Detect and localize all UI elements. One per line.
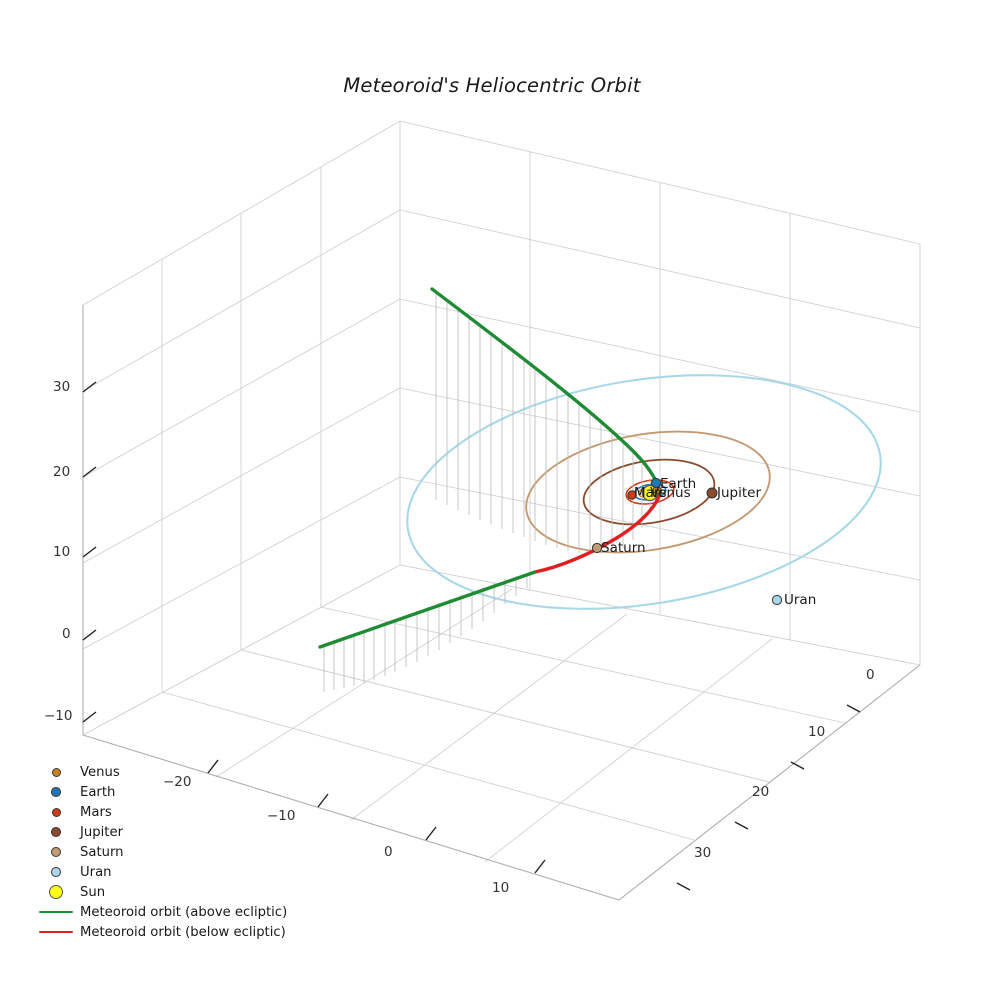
z-tick-label-10: 10 <box>53 544 71 560</box>
y-tick-label-20: 20 <box>752 784 770 800</box>
legend-item-venus[interactable]: Venus <box>34 762 314 782</box>
y-axis-ticks <box>676 704 861 891</box>
x-tick-label-neg10: −10 <box>267 808 296 824</box>
body-earth <box>650 477 662 489</box>
body-mars <box>627 490 637 500</box>
legend-item-saturn[interactable]: Saturn <box>34 842 314 862</box>
legend-label-earth: Earth <box>80 784 116 800</box>
saturn-marker-icon <box>34 847 78 857</box>
earth-marker-icon <box>34 787 78 797</box>
legend-label-sun: Sun <box>80 884 106 900</box>
page-title: Meteoroid's Heliocentric Orbit <box>343 74 641 97</box>
legend-label-venus: Venus <box>80 764 120 780</box>
body-saturn <box>591 542 603 554</box>
x-tick-label-10: 10 <box>492 880 510 896</box>
z-tick-label-30: 30 <box>53 379 71 395</box>
legend-item-earth[interactable]: Earth <box>34 782 314 802</box>
x-tick-label-neg20: −20 <box>163 774 192 790</box>
legend-label-orbit-below: Meteoroid orbit (below ecliptic) <box>80 924 286 940</box>
orbit-uran <box>406 374 882 610</box>
label-mars: Mars <box>634 485 667 501</box>
orbit-saturn <box>525 430 771 554</box>
legend-item-uran[interactable]: Uran <box>34 862 314 882</box>
label-earth: Earth <box>660 476 697 492</box>
legend-item-jupiter[interactable]: Jupiter <box>34 822 314 842</box>
jupiter-marker-icon <box>34 827 78 837</box>
planet-orbits <box>406 374 882 610</box>
axis-spines <box>82 305 921 901</box>
z-axis-ticks <box>82 381 97 723</box>
sun-marker-icon <box>34 885 78 899</box>
legend-label-mars: Mars <box>80 804 112 820</box>
z-tick-label-0: 0 <box>62 626 71 642</box>
x-tick-label-0: 0 <box>384 844 393 860</box>
venus-marker-icon <box>34 767 78 777</box>
legend: Venus Earth Mars Jupiter Saturn <box>34 762 314 942</box>
meteoroid-orbit-above-ecliptic-inbound <box>430 287 662 496</box>
label-jupiter: Jupiter <box>717 485 762 501</box>
label-saturn: Saturn <box>601 540 646 556</box>
y-tick-label-10: 10 <box>808 724 826 740</box>
z-tick-label-neg10: −10 <box>44 708 73 724</box>
solar-system-bodies <box>591 477 783 606</box>
uran-marker-icon <box>34 867 78 877</box>
legend-item-orbit-above[interactable]: Meteoroid orbit (above ecliptic) <box>34 902 314 922</box>
legend-label-uran: Uran <box>80 864 112 880</box>
legend-item-orbit-below[interactable]: Meteoroid orbit (below ecliptic) <box>34 922 314 942</box>
label-uran: Uran <box>784 592 817 608</box>
y-tick-label-0: 0 <box>866 667 875 683</box>
body-uran <box>771 594 783 606</box>
green-line-icon <box>34 910 78 914</box>
legend-label-jupiter: Jupiter <box>80 824 123 840</box>
z-tick-label-20: 20 <box>53 464 71 480</box>
label-venus: Venus <box>650 485 691 501</box>
orbit-mars <box>625 479 675 505</box>
y-tick-label-30: 30 <box>694 845 712 861</box>
legend-label-orbit-above: Meteoroid orbit (above ecliptic) <box>80 904 288 920</box>
red-line-icon <box>34 930 78 934</box>
mars-marker-icon <box>34 807 78 817</box>
x-axis-ticks <box>207 759 546 874</box>
legend-item-sun[interactable]: Sun <box>34 882 314 902</box>
legend-label-saturn: Saturn <box>80 844 124 860</box>
legend-item-mars[interactable]: Mars <box>34 802 314 822</box>
body-jupiter <box>706 487 718 499</box>
meteoroid-orbit-above-ecliptic-outbound <box>318 570 537 649</box>
orbit-droplines <box>323 292 651 692</box>
meteoroid-orbit-below-ecliptic <box>533 492 662 574</box>
